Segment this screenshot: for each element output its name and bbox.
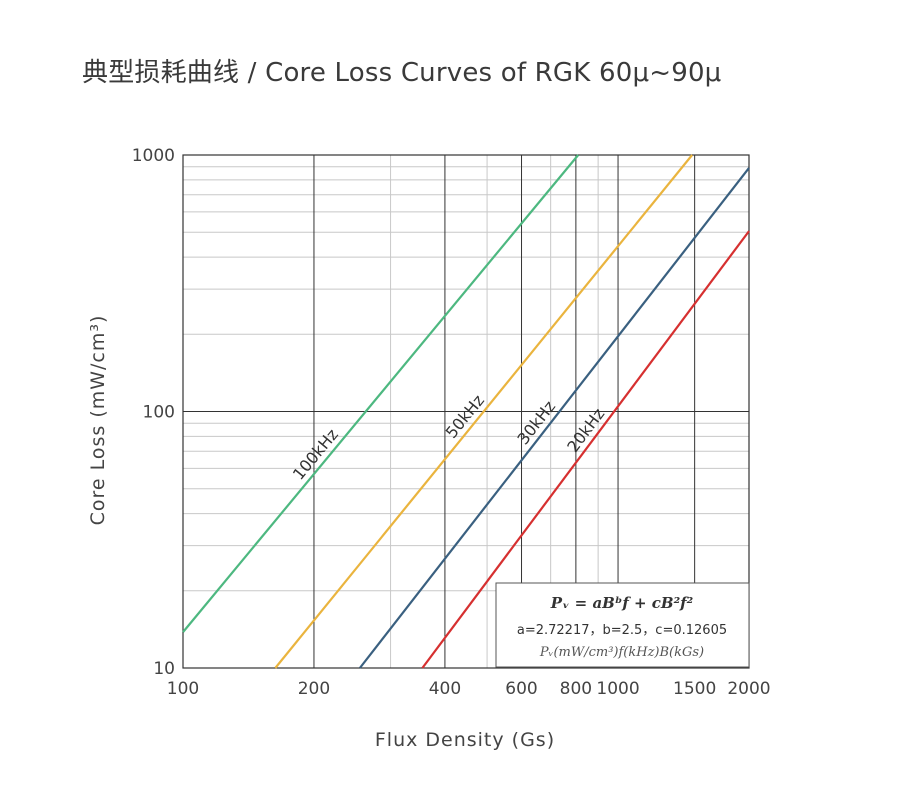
series-line-30kHz [358,167,750,669]
series-line-50kHz [274,154,693,669]
series-lines [182,154,750,669]
y-tick-label: 100 [143,403,175,423]
y-tick-labels: 10 100 1000 [132,146,175,679]
x-tick-label: 1500 [673,679,716,699]
x-tick-label: 1000 [596,679,639,699]
series-label-100kHz: 100kHz [289,425,342,484]
x-tick-label: 2000 [727,679,770,699]
series-line-20kHz [421,230,750,669]
x-tick-label: 800 [560,679,592,699]
plot-frame [182,154,750,669]
chart-title: 典型损耗曲线 / Core Loss Curves of RGK 60μ~90μ [82,58,722,88]
formula-units: Pᵥ(mW/cm³)f(kHz)B(kGs) [539,645,704,660]
x-tick-label: 400 [429,679,461,699]
y-tick-label: 10 [153,659,175,679]
y-tick-label: 1000 [132,146,175,166]
formula-main: Pᵥ = aBᵇf + cB²f² [550,594,694,612]
x-tick-label: 600 [505,679,537,699]
x-tick-labels: 100 200 400 600 800 1000 1500 2000 [167,679,771,699]
x-tick-label: 200 [298,679,330,699]
formula-params: a=2.72217，b=2.5，c=0.12605 [517,623,727,638]
y-axis-label: Core Loss (mW/cm³) [87,315,109,526]
formula-box-frame [495,582,750,668]
formula-box: Pᵥ = aBᵇf + cB²f² a=2.72217，b=2.5，c=0.12… [495,582,750,668]
series-line-100kHz [182,154,580,633]
x-tick-label: 100 [167,679,199,699]
major-gridlines [182,154,750,669]
x-axis-label: Flux Density (Gs) [375,729,555,751]
